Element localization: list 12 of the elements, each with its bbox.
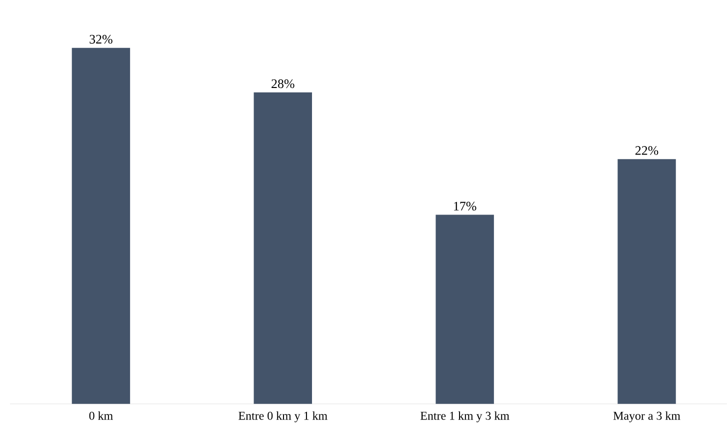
data-label: 22% xyxy=(635,146,658,155)
x-tick-label: Entre 0 km y 1 km xyxy=(238,411,328,422)
bar xyxy=(618,159,676,404)
data-label: 28% xyxy=(272,79,294,88)
x-tick-label: Entre 1 km y 3 km xyxy=(420,411,510,422)
bar xyxy=(72,48,130,404)
x-tick-label: Mayor a 3 km xyxy=(613,411,680,422)
data-label: 17% xyxy=(454,202,476,211)
bar xyxy=(436,214,494,404)
x-tick-label: 0 km xyxy=(89,411,113,420)
data-label: 32% xyxy=(90,34,112,44)
bar xyxy=(254,92,312,404)
